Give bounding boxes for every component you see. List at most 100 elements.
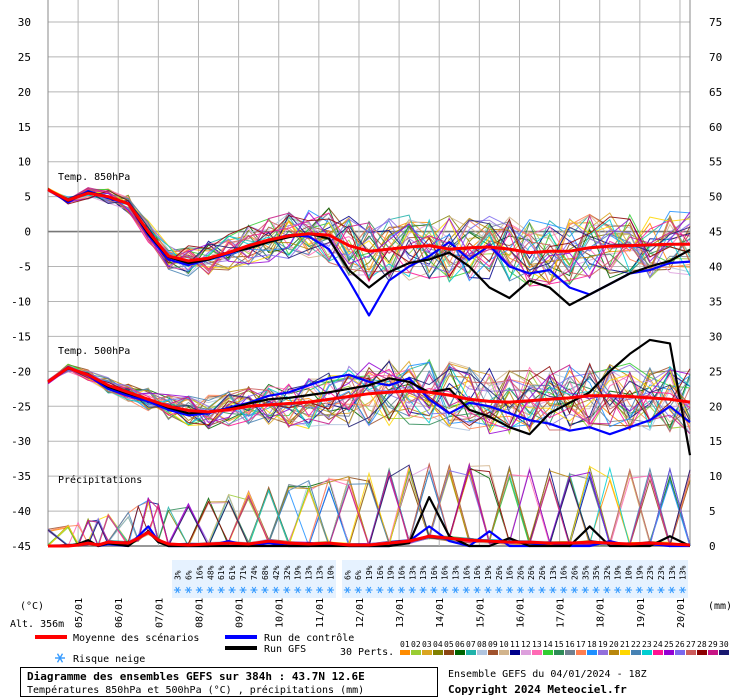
x-date-label: 11/01 xyxy=(315,598,326,628)
chart-title: Diagramme des ensembles GEFS sur 384h : … xyxy=(27,670,365,683)
right-tick-label: 55 xyxy=(709,156,722,169)
snowflake-icon xyxy=(538,586,546,594)
snow-risk-value: 19% xyxy=(614,565,623,580)
left-tick-label: 0 xyxy=(24,226,31,239)
snowflake-icon xyxy=(473,586,481,594)
x-date-label: 17/01 xyxy=(556,598,567,628)
pert-swatch-17 xyxy=(576,650,586,655)
pert-swatch-22 xyxy=(631,650,641,655)
plot-area xyxy=(48,0,690,546)
snow-risk-value: 61% xyxy=(228,565,237,580)
pert-swatch-25 xyxy=(664,650,674,655)
right-tick-label: 60 xyxy=(709,121,722,134)
left-tick-label: -20 xyxy=(11,365,31,378)
pert-line-t850-17 xyxy=(47,187,691,285)
pert-swatch-02 xyxy=(411,650,421,655)
snow-risk-value: 26% xyxy=(538,565,547,580)
pert-line-t500-06 xyxy=(47,365,691,430)
pert-line-t850-19 xyxy=(47,187,691,275)
pert-number-06: 06 xyxy=(455,640,465,649)
snowflake-icon xyxy=(549,586,557,594)
perturbation-color-legend: 01 02 03 04 05 06 07 08 09 10 11 12 13 14 15 16 17 18 19 20… xyxy=(400,640,729,655)
snow-risk-value: 32% xyxy=(283,565,292,580)
snowflake-icon xyxy=(452,586,460,594)
left-tick-label: -10 xyxy=(11,295,31,308)
right-tick-label: 20 xyxy=(709,400,722,413)
pert-number-13: 13 xyxy=(532,640,542,649)
pert-number-10: 10 xyxy=(499,640,509,649)
left-tick-label: -25 xyxy=(11,400,31,413)
pert-number-23: 23 xyxy=(642,640,652,649)
pert-swatch-15 xyxy=(554,650,564,655)
snowflake-icon xyxy=(354,586,362,594)
snowflake-icon xyxy=(173,586,181,594)
snowflake-icon xyxy=(305,586,313,594)
pert-number-26: 26 xyxy=(675,640,685,649)
right-tick-label: 70 xyxy=(709,51,722,64)
pert-number-05: 05 xyxy=(444,640,454,649)
snow-risk-value: 10% xyxy=(327,565,336,580)
snowflake-icon xyxy=(495,586,503,594)
pert-line-t850-29 xyxy=(47,187,691,283)
snowflake-icon xyxy=(581,586,589,594)
series-t850-control xyxy=(47,188,691,317)
x-date-label: 15/01 xyxy=(475,598,486,628)
pert-line-t500-30 xyxy=(47,366,691,428)
pert-swatch-04 xyxy=(433,650,443,655)
snowflake-icon xyxy=(625,586,633,594)
snowflake-icon xyxy=(397,586,405,594)
pert-swatch-21 xyxy=(620,650,630,655)
snowflake-icon xyxy=(430,586,438,594)
x-date-label: 09/01 xyxy=(235,598,246,628)
pert-number-11: 11 xyxy=(510,640,520,649)
legend-gfs-label: Run GFS xyxy=(264,644,306,655)
snowflake-icon xyxy=(527,586,535,594)
right-tick-label: 40 xyxy=(709,261,722,274)
pert-number-08: 08 xyxy=(477,640,487,649)
series-precip-mean xyxy=(48,530,691,548)
left-tick-label: -40 xyxy=(11,505,31,518)
pert-number-28: 28 xyxy=(697,640,707,649)
series-precip-gfs xyxy=(48,496,691,548)
snow-risk-value: 35% xyxy=(581,565,590,580)
left-tick-label: 10 xyxy=(18,156,31,169)
copyright: Copyright 2024 Meteociel.fr xyxy=(448,683,627,696)
snow-risk-value: 13% xyxy=(408,565,417,580)
pert-swatch-30 xyxy=(719,650,729,655)
pert-number-27: 27 xyxy=(686,640,696,649)
pert-swatch-16 xyxy=(565,650,575,655)
snow-risk-value: 26% xyxy=(570,565,579,580)
x-date-label: 10/01 xyxy=(275,598,286,628)
right-tick-label: 10 xyxy=(709,470,722,483)
right-tick-label: 5 xyxy=(709,505,716,518)
x-date-label: 20/01 xyxy=(676,598,687,628)
pert-number-12: 12 xyxy=(521,640,531,649)
legend-mean-label: Moyenne des scénarios xyxy=(73,632,199,644)
legend-control-label: Run de contrôle xyxy=(264,632,354,644)
series-t500-mean xyxy=(47,366,691,414)
pert-number-19: 19 xyxy=(598,640,608,649)
pert-line-t850-25 xyxy=(47,188,691,280)
right-unit-label: (mm) xyxy=(708,601,732,612)
pert-swatch-19 xyxy=(598,650,608,655)
run-label: Ensemble GEFS du 04/01/2024 - 18Z xyxy=(448,669,647,680)
run-info: Ensemble GEFS du 04/01/2024 - 18Z Copyri… xyxy=(448,668,738,697)
x-date-label: 14/01 xyxy=(435,598,446,628)
snowflake-icon xyxy=(408,586,416,594)
pert-swatch-01 xyxy=(400,650,410,655)
pert-swatch-23 xyxy=(642,650,652,655)
snowflake-icon xyxy=(646,586,654,594)
snow-risk-value: 71% xyxy=(239,565,248,580)
chart-title-box: Diagramme des ensembles GEFS sur 384h : … xyxy=(20,667,438,697)
series-t850-mean xyxy=(47,188,690,263)
pert-swatch-06 xyxy=(455,650,465,655)
pert-swatch-29 xyxy=(708,650,718,655)
right-tick-label: 0 xyxy=(709,540,716,553)
snow-risk-value: 19% xyxy=(294,565,303,580)
pert-swatch-07 xyxy=(466,650,476,655)
pert-swatch-09 xyxy=(488,650,498,655)
snow-risk-value: 13% xyxy=(419,565,428,580)
snowflake-icon xyxy=(635,586,643,594)
pert-swatch-24 xyxy=(653,650,663,655)
